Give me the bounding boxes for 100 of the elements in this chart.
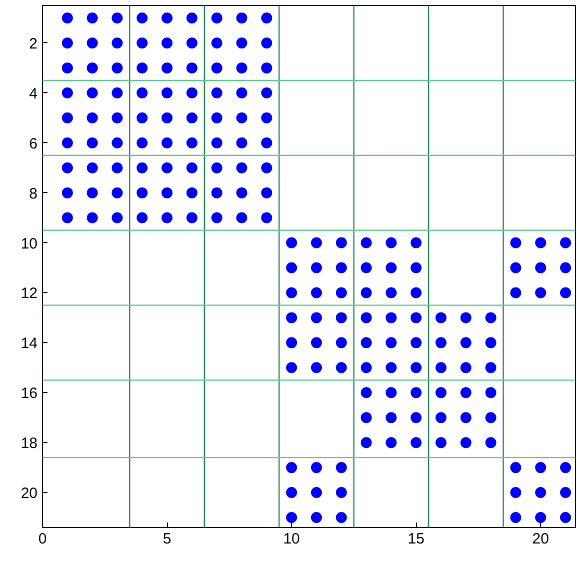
- point: [112, 187, 123, 198]
- point: [560, 287, 572, 298]
- point: [136, 112, 148, 124]
- point: [112, 12, 123, 24]
- point: [386, 287, 397, 298]
- point: [336, 487, 347, 498]
- point: [485, 362, 496, 374]
- point: [211, 162, 222, 174]
- point: [112, 87, 123, 98]
- point: [261, 137, 272, 148]
- point: [386, 337, 397, 348]
- point: [62, 37, 73, 48]
- point: [211, 112, 222, 124]
- point: [162, 112, 173, 124]
- x-tick-label: 20: [532, 530, 549, 548]
- point: [460, 437, 472, 448]
- point: [236, 37, 248, 48]
- point: [410, 287, 422, 298]
- point: [436, 362, 447, 374]
- point: [86, 37, 98, 48]
- point: [386, 237, 397, 248]
- point: [86, 12, 98, 24]
- point: [136, 212, 148, 224]
- y-tick-label: 2: [29, 35, 38, 52]
- point: [136, 162, 148, 174]
- y-tick-label: 6: [29, 135, 38, 152]
- y-tick-label: 12: [20, 285, 38, 302]
- point: [460, 337, 472, 348]
- point: [62, 62, 73, 74]
- point: [310, 362, 322, 374]
- point: [162, 62, 173, 74]
- point: [460, 362, 472, 374]
- point: [410, 312, 422, 324]
- point: [510, 262, 522, 274]
- y-tick-label: 18: [20, 435, 38, 452]
- point: [62, 162, 73, 174]
- point: [261, 87, 272, 98]
- point: [310, 262, 322, 274]
- point: [261, 62, 272, 74]
- point: [112, 137, 123, 148]
- point: [360, 412, 372, 424]
- point: [436, 312, 447, 324]
- point: [236, 62, 248, 74]
- point: [360, 312, 372, 324]
- point: [560, 462, 572, 474]
- point: [236, 162, 248, 174]
- y-tick-label: 8: [29, 185, 38, 202]
- point: [460, 312, 472, 324]
- point: [360, 362, 372, 374]
- point: [485, 387, 496, 398]
- point: [310, 462, 322, 474]
- point: [360, 262, 372, 274]
- point: [485, 312, 496, 324]
- point: [286, 462, 298, 474]
- point: [136, 12, 148, 24]
- point: [162, 137, 173, 148]
- point: [460, 387, 472, 398]
- point: [560, 487, 572, 498]
- point: [186, 87, 198, 98]
- point: [286, 512, 298, 523]
- point: [510, 462, 522, 474]
- point: [236, 12, 248, 24]
- point: [336, 287, 347, 298]
- y-tick-label: 10: [20, 235, 38, 252]
- point: [360, 287, 372, 298]
- point: [186, 162, 198, 174]
- point: [286, 362, 298, 374]
- point: [560, 262, 572, 274]
- point: [386, 387, 397, 398]
- point: [560, 237, 572, 248]
- point: [86, 137, 98, 148]
- point: [286, 262, 298, 274]
- point: [286, 237, 298, 248]
- point: [186, 137, 198, 148]
- point: [186, 112, 198, 124]
- point: [211, 62, 222, 74]
- point: [162, 87, 173, 98]
- point: [236, 212, 248, 224]
- point: [211, 12, 222, 24]
- point: [360, 437, 372, 448]
- point: [360, 237, 372, 248]
- point: [535, 287, 546, 298]
- point: [310, 512, 322, 523]
- point: [410, 412, 422, 424]
- point: [485, 437, 496, 448]
- y-tick-label: 4: [29, 85, 38, 102]
- point: [236, 137, 248, 148]
- point: [336, 237, 347, 248]
- point: [560, 512, 572, 523]
- point: [485, 412, 496, 424]
- point: [136, 187, 148, 198]
- point: [535, 237, 546, 248]
- point: [162, 212, 173, 224]
- point: [62, 112, 73, 124]
- point: [360, 337, 372, 348]
- point: [86, 187, 98, 198]
- point: [136, 62, 148, 74]
- point: [286, 337, 298, 348]
- point: [211, 212, 222, 224]
- point: [62, 187, 73, 198]
